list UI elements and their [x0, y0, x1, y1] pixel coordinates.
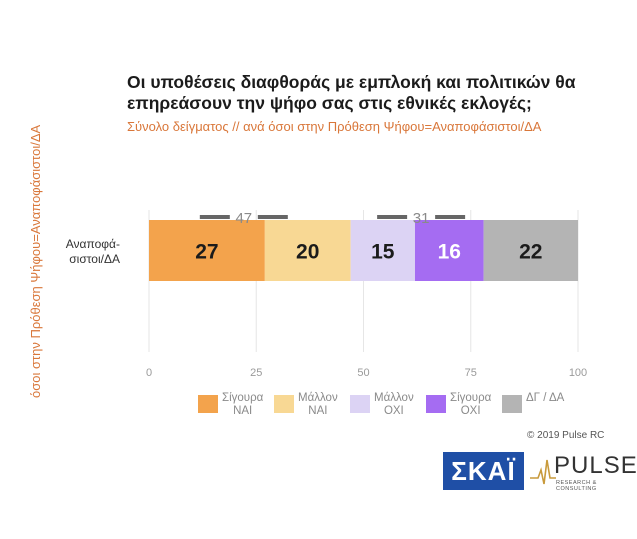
legend-label: Σίγουρα ΟΧΙ: [450, 392, 492, 417]
stacked-bar-chart: 27 20 15 16 22 47 31 0 25 50 75 100: [146, 210, 587, 379]
pulse-logo-word: PULSE: [554, 452, 637, 479]
data-label: 16: [438, 241, 461, 264]
legend-label: Μάλλον ΟΧΙ: [374, 392, 414, 417]
bar-segment: [264, 220, 351, 281]
legend-item: Σίγουρα ΟΧΙ: [426, 392, 502, 418]
data-label: 20: [296, 241, 319, 264]
legend-item: Μάλλον ΝΑΙ: [274, 392, 350, 418]
data-label: 15: [371, 241, 395, 264]
legend-swatch: [426, 395, 446, 413]
legend-label: ΔΓ / ΔΑ: [526, 392, 565, 404]
x-tick-label: 0: [146, 367, 152, 379]
legend-swatch: [198, 395, 218, 413]
legend-label: Μάλλον ΝΑΙ: [298, 392, 338, 417]
data-label: 27: [195, 241, 218, 264]
legend-label: Σίγουρα ΝΑΙ: [222, 392, 264, 417]
copyright: © 2019 Pulse RC: [527, 430, 605, 441]
legend-item: ΔΓ / ΔΑ: [502, 392, 578, 418]
bar-segment: [483, 220, 578, 281]
chart-subtitle: Σύνολο δείγματος // ανά όσοι στην Πρόθεσ…: [127, 119, 542, 134]
legend-item: Σίγουρα ΝΑΙ: [198, 392, 274, 418]
x-tick-label: 75: [465, 367, 477, 379]
bar-segment: [414, 220, 484, 281]
legend-swatch: [350, 395, 370, 413]
pulse-logo: PULSE RESEARCH & CONSULTING: [530, 452, 637, 492]
category-label: Αναποφά- σιστοι/ΔΑ: [65, 237, 120, 266]
bar-segment: [149, 220, 265, 281]
group-total-label: 31: [413, 210, 430, 227]
pulse-wave-icon: [530, 459, 556, 485]
x-tick-label: 100: [569, 367, 587, 379]
pulse-logo-sub: RESEARCH & CONSULTING: [556, 480, 597, 492]
legend-item: Μάλλον ΟΧΙ: [350, 392, 426, 418]
group-total-label: 47: [235, 210, 252, 227]
legend: Σίγουρα ΝΑΙ Μάλλον ΝΑΙ Μάλλον ΟΧΙ Σίγουρα Ο…: [198, 392, 578, 418]
chart-title: Οι υποθέσεις διαφθοράς με εμπλοκή και πο…: [127, 72, 576, 113]
data-label: 22: [519, 241, 542, 264]
bar-segment: [350, 220, 415, 281]
x-tick-label: 50: [357, 367, 369, 379]
legend-swatch: [274, 395, 294, 413]
skai-logo: ΣΚΑΪ: [443, 452, 524, 490]
legend-swatch: [502, 395, 522, 413]
x-tick-label: 25: [250, 367, 262, 379]
